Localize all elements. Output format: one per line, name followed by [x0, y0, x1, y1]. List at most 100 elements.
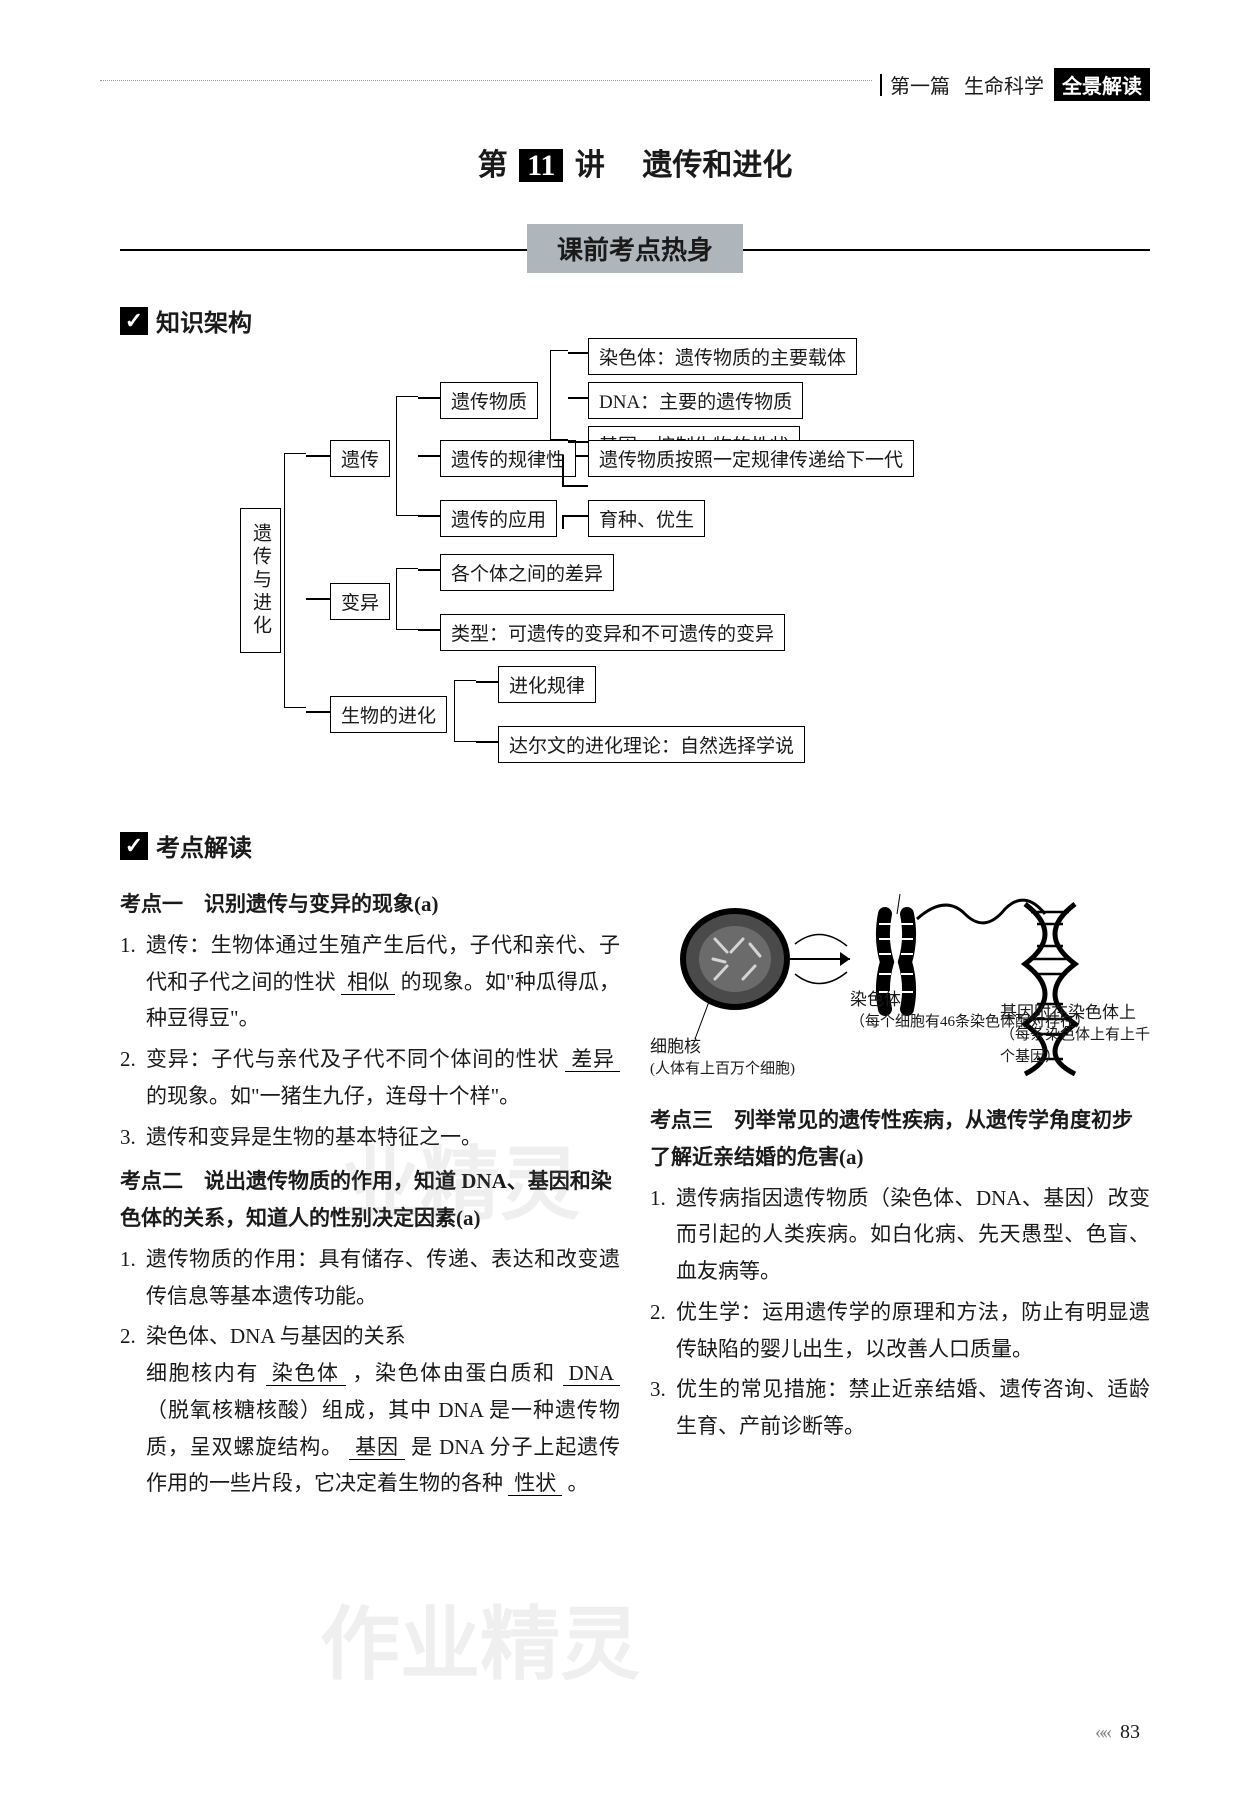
fg2: （每条染色体上有上千个基因） — [1000, 1027, 1150, 1065]
l-b1b1v — [562, 455, 564, 486]
blank-5: 基因 — [349, 1435, 405, 1460]
left-column: 考点一 识别遗传与变异的现象(a) 1. 遗传：生物体通过生殖产生后代，子代和亲… — [120, 878, 620, 1502]
content-columns: 考点一 识别遗传与变异的现象(a) 1. 遗传：生物体通过生殖产生后代，子代和亲… — [120, 878, 1150, 1502]
fc1: 染色体 — [850, 990, 901, 1009]
heading-knowledge: ✓ 知识架构 — [120, 303, 1150, 338]
j2t: 染色体、DNA 与基因的关系 — [146, 1324, 406, 1348]
fig-gene-label: 基因附在染色体上 （每条染色体上有上千个基因） — [1000, 1002, 1150, 1067]
bracket-root — [284, 453, 306, 708]
left-item-1-text: 遗传：生物体通过生殖产生后代，子代和亲代、子代和子代之间的性状 相似 的现象。如… — [146, 927, 620, 1037]
check-icon: ✓ — [120, 307, 148, 335]
left-item-2-text: 变异：子代与亲代及子代不同个体间的性状 差异 的现象。如"一猪生九仔，连母十个样… — [146, 1041, 620, 1115]
blank-2: 差异 — [565, 1047, 620, 1072]
l-b1c1 — [562, 515, 588, 517]
l-b1c1v — [562, 515, 564, 529]
l-r-b2 — [306, 598, 330, 600]
node-b3b: 达尔文的进化理论：自然选择学说 — [498, 726, 805, 763]
node-b1a: 遗传物质 — [440, 382, 538, 419]
page-number: «« 83 — [1095, 1721, 1140, 1744]
l-b1a3 — [568, 441, 588, 443]
left-item-j2: 2. 染色体、DNA 与基因的关系 细胞核内有 染色体 ，染色体由蛋白质和 DN… — [120, 1318, 620, 1502]
num-1: 1. — [120, 927, 146, 1037]
bracket-b1 — [396, 396, 418, 516]
heading-knowledge-text: 知识架构 — [156, 303, 252, 338]
section-banner-wrap: 课前考点热身 — [120, 224, 1150, 273]
left-item-2: 2. 变异：子代与亲代及子代不同个体间的性状 差异 的现象。如"一猪生九仔，连母… — [120, 1041, 620, 1115]
page-number-text: 83 — [1120, 1721, 1140, 1743]
lecture-title: 第 11 讲 遗传和进化 — [120, 140, 1150, 184]
l-r-b3 — [306, 711, 330, 713]
header-breadcrumb: 第一篇 生命科学 全景解读 — [872, 68, 1150, 101]
node-b2: 变异 — [330, 583, 390, 620]
blank-4: DNA — [563, 1361, 621, 1386]
bracket-b3 — [454, 680, 476, 742]
chromosome-figure: 染色体 （每个细胞有46条染色体配对存在） 细胞核 (人体有上百万个细胞) 基因… — [650, 884, 1150, 1094]
num-j1: 1. — [120, 1241, 146, 1315]
header-tag: 全景解读 — [1054, 68, 1150, 101]
node-b1b: 遗传的规律性 — [440, 440, 576, 477]
j2e: 。 — [568, 1471, 589, 1495]
l-b3b — [476, 741, 498, 743]
right-item-3: 3. 优生的常见措施：禁止近亲结婚、遗传咨询、适龄生育、产前诊断等。 — [650, 1371, 1150, 1445]
watermark-2: 作业精灵 — [320, 1580, 640, 1696]
left-item-1: 1. 遗传：生物体通过生殖产生后代，子代和亲代、子代和子代之间的性状 相似 的现… — [120, 927, 620, 1037]
node-root: 遗传与进化 — [240, 508, 281, 653]
bracket-b2 — [396, 568, 418, 630]
title-mid: 讲 — [575, 149, 605, 182]
right-item-2: 2. 优生学：运用遗传学的原理和方法，防止有明显遗传缺陷的婴儿出生，以改善人口质… — [650, 1294, 1150, 1368]
kpt3: 考点三 列举常见的遗传性疾病，从遗传学角度初步了解近亲结婚的危害(a) — [650, 1102, 1150, 1176]
fn2: (人体有上百万个细胞) — [650, 1061, 795, 1077]
r1-text: 遗传病指因遗传物质（染色体、DNA、基因）改变而引起的人类疾病。如白化病、先天愚… — [676, 1180, 1150, 1290]
title-name: 遗传和进化 — [642, 149, 792, 182]
l-r-b1 — [306, 455, 330, 457]
kpt1: 考点一 识别遗传与变异的现象(a) — [120, 886, 620, 923]
title-number: 11 — [519, 149, 563, 182]
left-j1-text: 遗传物质的作用：具有储存、传递、表达和改变遗传信息等基本遗传功能。 — [146, 1241, 620, 1315]
node-b1a2: DNA：主要的遗传物质 — [588, 382, 803, 419]
node-b3: 生物的进化 — [330, 696, 447, 733]
left-item-3: 3. 遗传和变异是生物的基本特征之一。 — [120, 1119, 620, 1156]
node-b2a: 各个体之间的差异 — [440, 554, 614, 591]
header-subject: 生命科学 — [964, 70, 1044, 99]
header-part: 第一篇 — [890, 70, 950, 99]
l2b: 的现象。如"一猪生九仔，连母十个样"。 — [146, 1084, 520, 1108]
num-j2: 2. — [120, 1318, 146, 1502]
blank-6: 性状 — [508, 1471, 562, 1496]
rnum-1: 1. — [650, 1180, 676, 1290]
right-column: 染色体 （每个细胞有46条染色体配对存在） 细胞核 (人体有上百万个细胞) 基因… — [650, 878, 1150, 1502]
left-item-3-text: 遗传和变异是生物的基本特征之一。 — [146, 1119, 620, 1156]
node-b1c: 遗传的应用 — [440, 500, 557, 537]
header-vbar — [880, 74, 882, 96]
blank-3: 染色体 — [266, 1361, 346, 1386]
heading-points: ✓ 考点解读 — [120, 828, 1150, 863]
l-b3a — [476, 681, 498, 683]
kpt2: 考点二 说出遗传物质的作用，知道 DNA、基因和染色体的关系，知道人的性别决定因… — [120, 1163, 620, 1237]
rnum-2: 2. — [650, 1294, 676, 1368]
fg1: 基因附在染色体上 — [1000, 1003, 1136, 1022]
l-b2a — [418, 569, 440, 571]
num-3: 3. — [120, 1119, 146, 1156]
l-b1b — [418, 455, 440, 457]
fn1: 细胞核 — [650, 1037, 701, 1056]
check-icon-2: ✓ — [120, 832, 148, 860]
node-b1b1: 遗传物质按照一定规律传递给下一代 — [588, 440, 914, 477]
blank-1: 相似 — [341, 970, 395, 995]
l-b1a — [418, 397, 440, 399]
node-b1c1: 育种、优生 — [588, 500, 705, 537]
node-b1a1: 染色体：遗传物质的主要载体 — [588, 338, 857, 375]
section-banner: 课前考点热身 — [527, 224, 743, 273]
fig-nucleus-label: 细胞核 (人体有上百万个细胞) — [650, 1036, 795, 1079]
left-j2-text: 染色体、DNA 与基因的关系 细胞核内有 染色体 ，染色体由蛋白质和 DNA （… — [146, 1318, 620, 1502]
r2-text: 优生学：运用遗传学的原理和方法，防止有明显遗传缺陷的婴儿出生，以改善人口质量。 — [676, 1294, 1150, 1368]
l-b1b-h — [575, 455, 588, 457]
title-prefix: 第 — [478, 149, 508, 182]
node-b2b: 类型：可遗传的变异和不可遗传的变异 — [440, 614, 785, 651]
rnum-3: 3. — [650, 1371, 676, 1445]
j2a: 细胞核内有 — [146, 1361, 259, 1385]
l-b2b — [418, 629, 440, 631]
l-b1a1 — [568, 352, 588, 354]
l-b1c — [418, 515, 440, 517]
left-item-j1: 1. 遗传物质的作用：具有储存、传递、表达和改变遗传信息等基本遗传功能。 — [120, 1241, 620, 1315]
node-b3a: 进化规律 — [498, 666, 596, 703]
r3-text: 优生的常见措施：禁止近亲结婚、遗传咨询、适龄生育、产前诊断等。 — [676, 1371, 1150, 1445]
